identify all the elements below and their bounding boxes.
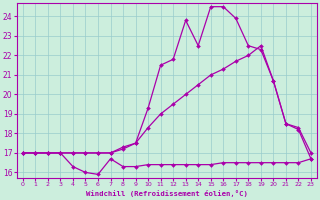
X-axis label: Windchill (Refroidissement éolien,°C): Windchill (Refroidissement éolien,°C)	[86, 190, 248, 197]
